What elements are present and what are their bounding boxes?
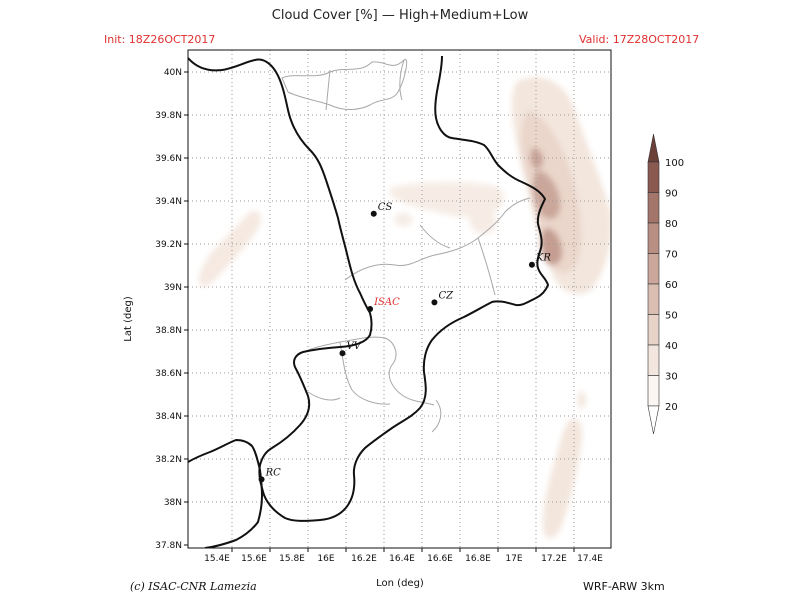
city-label: KR (535, 253, 551, 264)
city-marker (367, 305, 374, 312)
model-label: WRF-ARW 3km (583, 580, 665, 593)
colorbar-label: 50 (665, 311, 678, 322)
colorbar-segment (647, 344, 660, 376)
y-tick-label: 39.4N (155, 197, 182, 207)
colorbar-segment (647, 222, 660, 254)
y-tick-label: 39.2N (155, 240, 182, 250)
city-label: CZ (438, 290, 454, 301)
city-marker (339, 350, 346, 357)
x-tick-label: 17.2E (541, 554, 567, 564)
y-tick-label: 38.2N (155, 455, 182, 465)
colorbar-label: 30 (665, 372, 678, 383)
cloud-region (198, 210, 262, 287)
y-tick-label: 39.8N (155, 111, 182, 121)
x-tick-label: 15.4E (204, 554, 230, 564)
province-borders (281, 58, 531, 433)
colorbar-segment (647, 192, 660, 224)
cloud-region (540, 228, 563, 266)
colorbar-label: 80 (665, 219, 678, 230)
colorbar-max-arrow (647, 133, 660, 163)
city-label: CS (378, 202, 393, 213)
x-tick-label: 17.4E (577, 554, 603, 564)
colorbar-segment (647, 314, 660, 346)
colorbar-label: 40 (665, 341, 678, 352)
y-tick-label: 38.6N (155, 369, 182, 379)
colorbar-label: 70 (665, 250, 678, 261)
city-marker (258, 476, 265, 483)
city-markers: CS KR ISAC CZ VV RC (258, 202, 551, 483)
cloud-region (577, 391, 586, 409)
cloud-region (395, 212, 413, 227)
colorbar-segment (647, 161, 660, 193)
colorbar-label: 60 (665, 280, 678, 291)
y-tick-label: 38.4N (155, 412, 182, 422)
cloud-cover-field (198, 77, 611, 539)
city-marker (370, 210, 377, 217)
city-label: RC (265, 467, 282, 478)
city-marker (528, 261, 535, 268)
coastline (188, 55, 549, 548)
cloud-region (532, 170, 561, 220)
x-tick-label: 17E (505, 554, 522, 564)
cloud-region (542, 418, 583, 539)
colorbar-label: 20 (665, 402, 678, 413)
y-tick-label: 40N (164, 68, 182, 78)
map-title: Cloud Cover [%] — High+Medium+Low (271, 8, 529, 23)
init-time: Init: 18Z26OCT2017 (104, 33, 216, 46)
colorbar-segment (647, 283, 660, 315)
colorbar-label: 90 (665, 189, 678, 200)
axis-ticks (184, 71, 575, 552)
y-tick-label: 39.6N (155, 154, 182, 164)
x-tick-label: 16.4E (389, 554, 415, 564)
colorbar-label: 100 (665, 158, 684, 169)
x-tick-label: 15.8E (279, 554, 305, 564)
credit-text: (c) ISAC-CNR Lamezia (130, 580, 257, 593)
valid-time: Valid: 17Z28OCT2017 (579, 33, 700, 46)
colorbar-segment (647, 375, 660, 407)
x-axis-label: Lon (deg) (376, 578, 424, 589)
x-tick-label: 15.6E (241, 554, 267, 564)
y-tick-label: 37.8N (155, 541, 182, 551)
x-tick-label: 16.8E (465, 554, 491, 564)
y-tick-label: 39N (164, 283, 182, 293)
colorbar-min-arrow (647, 405, 660, 435)
colorbar-segment (647, 253, 660, 285)
city-label: VV (346, 341, 362, 352)
x-tick-label: 16.6E (427, 554, 453, 564)
plot-border (187, 49, 612, 549)
x-tick-label: 16E (317, 554, 334, 564)
x-tick-label: 16.2E (351, 554, 377, 564)
colorbar: 100 90 80 70 60 50 40 30 20 (647, 133, 684, 435)
y-axis-label: Lat (deg) (123, 296, 134, 342)
y-tick-label: 38N (164, 498, 182, 508)
city-marker (431, 299, 438, 306)
cloud-region (468, 205, 497, 234)
city-label: ISAC (373, 297, 400, 308)
y-tick-label: 38.8N (155, 326, 182, 336)
